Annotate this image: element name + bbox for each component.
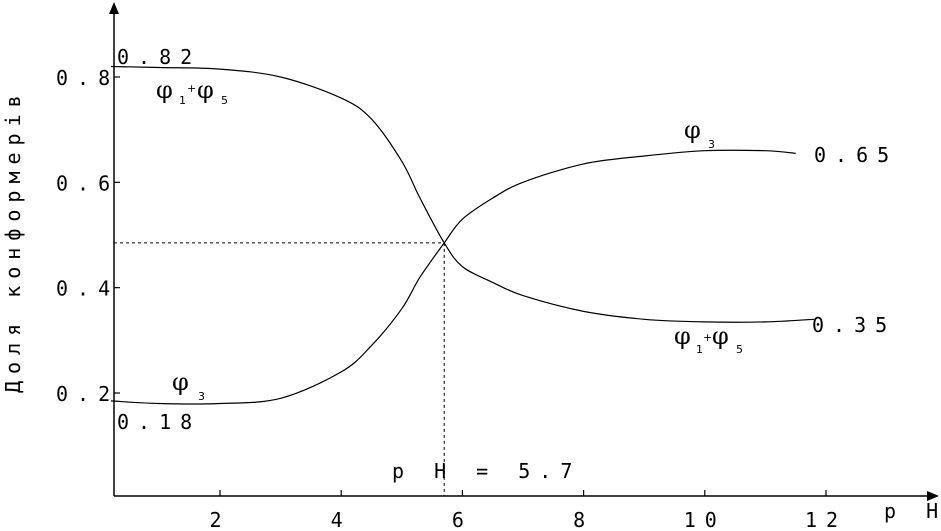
- svg-text:1: 1: [179, 94, 186, 107]
- y-tick-label-0.6: 0.6: [56, 171, 119, 195]
- x-tick-label-6: 6: [452, 508, 473, 531]
- left-top-value-label: 0.82: [117, 45, 201, 69]
- svg-text:3: 3: [198, 390, 205, 403]
- x-tick-label-4: 4: [331, 508, 352, 531]
- y-axis-label: Доля конформерів: [1, 88, 25, 393]
- x-tick-label-2: 2: [209, 508, 230, 531]
- svg-text:φ: φ: [712, 322, 729, 350]
- svg-text:φ: φ: [172, 368, 189, 396]
- x-axis-arrow: [927, 491, 939, 501]
- y-tick-label-0.2: 0.2: [56, 382, 119, 406]
- svg-text:+: +: [703, 331, 712, 344]
- right-top-value-label: 0.65: [814, 143, 898, 167]
- curve-label-phi3-top: φ 3: [684, 116, 715, 151]
- curve-label-phi1-phi5-top: φ 1 + φ 5: [156, 76, 228, 107]
- svg-text:+: +: [187, 82, 196, 95]
- series-line-phi3: [110, 149, 796, 405]
- right-bottom-value-label: 0.35: [812, 313, 896, 337]
- y-tick-label-0.4: 0.4: [56, 277, 119, 301]
- y-axis-arrow: [109, 2, 119, 14]
- left-bottom-value-label: 0.18: [117, 410, 201, 434]
- x-tick-label-12: 12: [805, 508, 847, 531]
- svg-text:1: 1: [696, 343, 703, 356]
- svg-text:3: 3: [708, 138, 715, 151]
- svg-text:5: 5: [221, 94, 228, 107]
- svg-text:φ: φ: [156, 76, 173, 104]
- svg-text:5: 5: [736, 343, 743, 356]
- curve-label-phi1-phi5-bottom: φ 1 + φ 5: [674, 322, 743, 356]
- svg-text:φ: φ: [674, 322, 691, 350]
- x-tick-label-8: 8: [573, 508, 594, 531]
- x-tick-label-10: 10: [684, 508, 726, 531]
- x-axis-label: p H: [884, 499, 941, 523]
- y-tick-label-0.8: 0.8: [56, 66, 119, 90]
- intersection-label: p H = 5.7: [392, 459, 581, 483]
- svg-text:φ: φ: [684, 116, 701, 144]
- series-line-phi1-phi5: [110, 65, 814, 323]
- curve-label-phi3-bottom: φ 3: [172, 368, 205, 403]
- svg-text:φ: φ: [197, 76, 214, 104]
